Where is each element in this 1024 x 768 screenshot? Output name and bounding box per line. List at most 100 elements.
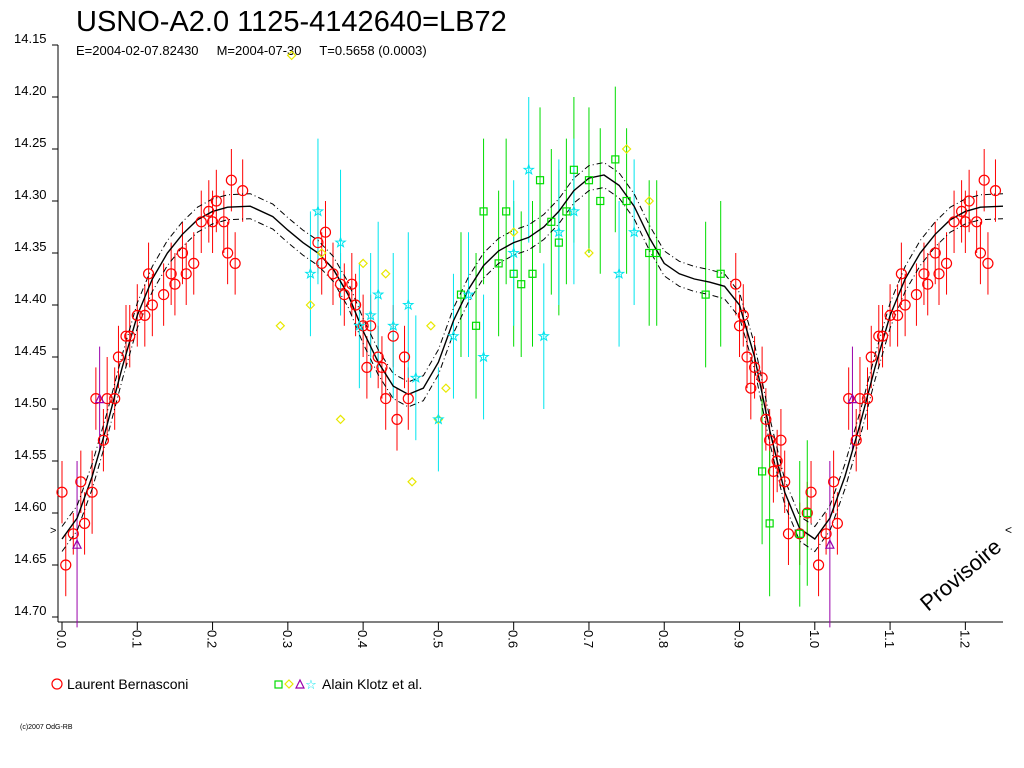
data-point-circle (760, 413, 772, 425)
data-point-circle (940, 257, 953, 269)
data-point-circle (176, 247, 189, 259)
data-point-diamond (275, 320, 286, 331)
data-point-circle (767, 465, 779, 477)
data-point-circle (828, 476, 840, 488)
data-point-star (402, 298, 415, 311)
arrow-glyph: < (1005, 523, 1012, 537)
x-tick-label: 0.2 (205, 630, 220, 648)
data-point-star (371, 288, 385, 300)
x-tick-label: 0.5 (430, 630, 445, 648)
data-point-square (622, 196, 631, 206)
data-point-circle (90, 393, 102, 405)
x-tick-label: 0.9 (732, 630, 747, 648)
data-point-square (456, 290, 466, 299)
data-point-circle (974, 247, 987, 259)
data-point-star (447, 329, 460, 342)
data-point-circle (978, 174, 990, 186)
x-tick-label: 0.6 (506, 630, 521, 648)
data-point-circle (922, 278, 934, 290)
chart-title: USNO-A2.0 1125-4142640=LB72 (76, 6, 507, 38)
data-point-circle (218, 216, 230, 228)
data-point-circle (771, 455, 783, 467)
data-point-circle (782, 528, 795, 540)
x-axis: 0.0 0.1 0.2 0.3 0.4 0.5 0.6 0.7 0.8 0.9 1.0 1.1 1.2 (54, 622, 972, 648)
y-tick-label: 14.20 (14, 83, 47, 98)
data-point-circle (963, 195, 975, 207)
chart-subtitle: E=2004-02-07.82430 M=2004-07-30 T=0.5658… (76, 43, 427, 58)
data-point-circle (376, 361, 388, 373)
data-point-square (611, 155, 620, 164)
data-point-square (569, 165, 579, 174)
data-point-star (537, 329, 550, 342)
data-point-circle (206, 216, 219, 228)
x-tick-label: 0.4 (355, 630, 370, 648)
data-point-circle (812, 559, 825, 571)
data-point-circle (989, 185, 1002, 197)
data-point-diamond (316, 248, 327, 258)
data-point-circle (910, 289, 923, 301)
data-point-diamond (358, 258, 368, 269)
y-tick-label: 14.15 (14, 31, 47, 46)
data-point-circle (391, 413, 403, 425)
data-point-square (517, 280, 526, 289)
data-point-square (795, 529, 804, 538)
data-point-circle (112, 351, 125, 363)
data-point-circle (933, 268, 945, 280)
data-point-square (758, 467, 767, 476)
data-point-square (509, 269, 518, 278)
data-point-circle (109, 393, 121, 405)
y-tick-label: 14.55 (14, 447, 47, 462)
data-point-circle (180, 268, 192, 280)
x-tick-label: 1.2 (957, 630, 972, 648)
y-tick-label: 14.60 (14, 499, 47, 514)
data-point-circle (861, 393, 874, 405)
y-axis: 14.15 14.20 14.25 14.30 14.35 14.40 14.45 14.50… (14, 31, 58, 618)
data-point-square (596, 196, 605, 206)
data-point-circle (349, 299, 362, 311)
x-tick-label: 0.8 (656, 630, 671, 648)
data-point-square (584, 176, 594, 185)
data-point-star (567, 204, 581, 217)
data-point-star (409, 371, 423, 384)
data-point-star (522, 163, 535, 176)
data-point-square (701, 290, 710, 299)
data-point-circle (892, 309, 904, 321)
data-point-circle (764, 434, 776, 446)
data-point-star (462, 288, 475, 300)
data-point-circle (801, 507, 813, 519)
data-point-diamond (335, 414, 346, 425)
data-point-circle (78, 517, 91, 530)
data-point-circle (899, 299, 911, 311)
data-point-circle (237, 185, 249, 197)
data-point-circle (86, 486, 98, 498)
y-tick-label: 14.45 (14, 343, 47, 358)
data-point-circle (843, 393, 855, 405)
data-point-square (554, 238, 563, 247)
fit-curves (61, 161, 1004, 553)
data-point-star (552, 225, 566, 238)
data-point-star (432, 412, 445, 425)
legend-triangle-icon (295, 678, 305, 689)
data-point-circle (372, 351, 384, 363)
data-point-circle (97, 434, 110, 446)
x-tick-label: 1.0 (807, 630, 822, 648)
data-point-circle (210, 195, 222, 207)
copyright-credit: (c)2007 OdG-RB (20, 724, 73, 731)
data-point-circle (387, 330, 399, 342)
data-point-diamond (441, 383, 451, 394)
data-point-square (803, 508, 812, 518)
data-point-circle (361, 361, 373, 373)
data-point-star (353, 319, 366, 332)
data-point-diamond (644, 196, 655, 206)
data-point-triangle (72, 538, 83, 549)
data-point-circle (195, 216, 207, 228)
y-tick-label: 14.30 (14, 187, 47, 202)
data-point-circle (146, 299, 158, 311)
data-point-triangle (847, 393, 858, 404)
data-point-circle (120, 330, 132, 342)
data-point-circle (56, 486, 68, 498)
data-point-diamond (380, 268, 391, 279)
data-point-star (477, 350, 490, 363)
data-point-square (765, 519, 774, 528)
